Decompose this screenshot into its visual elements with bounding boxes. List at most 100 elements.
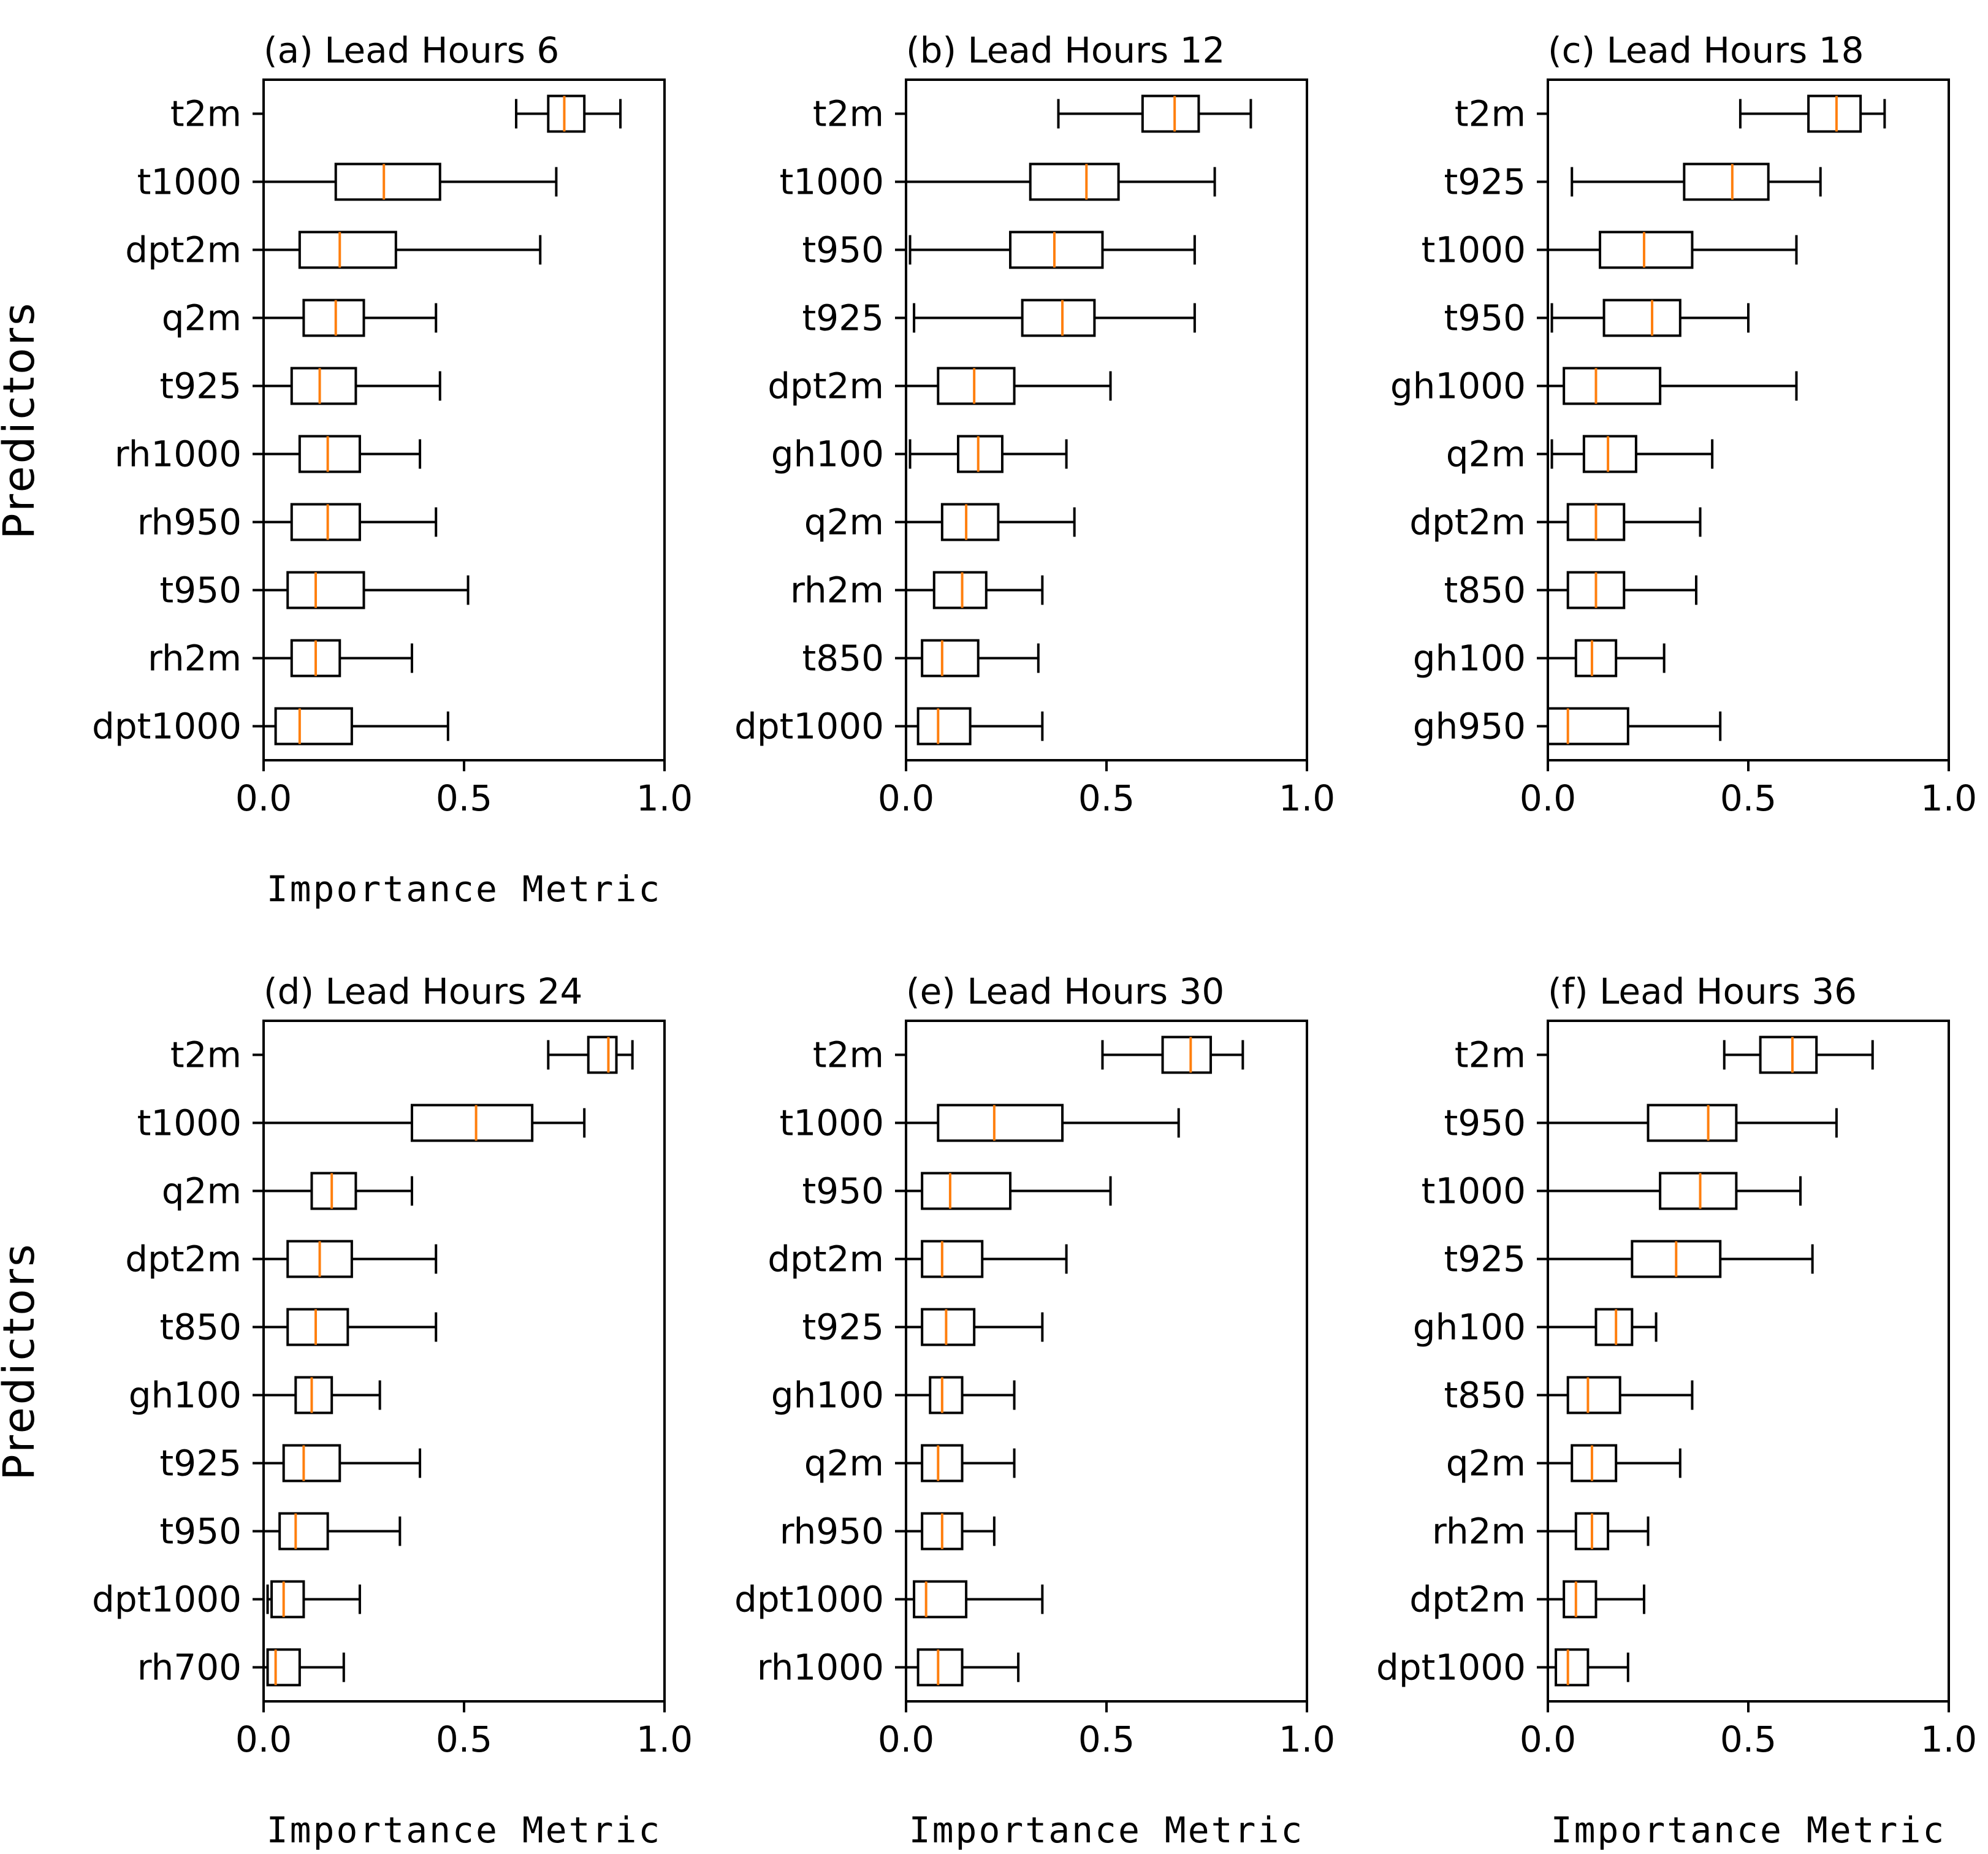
y-tick-label: t1000 <box>1422 1170 1526 1212</box>
y-tick-label: rh2m <box>790 570 884 611</box>
box-dpt2m: dpt2m <box>767 365 1112 407</box>
iqr-box <box>410 1104 534 1142</box>
box-t950: t950 <box>802 1170 1112 1212</box>
box-t950: t950 <box>1444 297 1750 339</box>
y-tick-label: t925 <box>802 1307 884 1348</box>
y-tick-label: gh1000 <box>1390 365 1526 407</box>
iqr-box <box>1563 367 1662 405</box>
y-tick-label: dpt1000 <box>1376 1647 1526 1688</box>
y-tick-label: t950 <box>1444 1102 1526 1144</box>
panel-2: (b) Lead Hours 12 0.0 0.5 1.0 t2m t1000 t950 t9… <box>734 29 1335 819</box>
y-tick-label: t1000 <box>137 1102 242 1144</box>
y-tick-label: gh100 <box>1413 638 1526 679</box>
x-tick-label: 0.0 <box>1520 1719 1576 1760</box>
box-t1000: t1000 <box>780 161 1216 203</box>
y-tick-label: t950 <box>802 1170 884 1212</box>
box-t925: t925 <box>1444 1238 1814 1280</box>
box-t1000: t1000 <box>1422 229 1798 271</box>
x-tick-label: 0.5 <box>1720 1719 1777 1760</box>
iqr-box <box>1599 231 1694 269</box>
box-dpt1000: dpt1000 <box>734 706 1044 747</box>
box-t950: t950 <box>160 570 470 611</box>
panel-title: (f) Lead Hours 36 <box>1548 971 1857 1012</box>
y-tick-label: t2m <box>1455 93 1526 135</box>
box-dpt1000: dpt1000 <box>1376 1647 1629 1688</box>
y-tick-label: gh100 <box>771 433 884 475</box>
box-q2m: q2m <box>162 1170 413 1212</box>
y-tick-label: t925 <box>1444 161 1526 203</box>
x-tick-label: 1.0 <box>636 777 693 819</box>
y-tick-label: t850 <box>802 638 884 679</box>
box-gh950: gh950 <box>1413 706 1722 747</box>
iqr-box <box>921 1308 976 1346</box>
iqr-box <box>1547 707 1629 746</box>
iqr-box <box>1659 1172 1738 1210</box>
iqr-box <box>334 162 441 201</box>
x-tick-label: 0.0 <box>235 777 292 819</box>
box-t2m: t2m <box>1455 93 1886 135</box>
y-tick-label: t950 <box>1444 297 1526 339</box>
iqr-box <box>932 571 988 609</box>
box-t850: t850 <box>1444 570 1697 611</box>
y-tick-label: rh950 <box>780 1511 884 1552</box>
box-gh1000: gh1000 <box>1390 365 1798 407</box>
x-tick-label: 0.0 <box>878 777 934 819</box>
y-tick-label: dpt2m <box>1409 502 1526 543</box>
box-gh100: gh100 <box>771 433 1068 475</box>
box-rh2m: rh2m <box>790 570 1044 611</box>
y-tick-label: dpt1000 <box>734 706 884 747</box>
y-tick-label: dpt1000 <box>92 706 242 747</box>
x-tick-label: 0.0 <box>1520 777 1576 819</box>
x-tick-label: 0.5 <box>1078 777 1135 819</box>
x-tick-label: 1.0 <box>1279 1719 1335 1760</box>
iqr-box <box>1602 299 1681 337</box>
iqr-box <box>286 1308 349 1346</box>
x-tick-label: 0.0 <box>235 1719 292 1760</box>
y-tick-label: t925 <box>160 1443 242 1484</box>
iqr-box <box>302 299 365 337</box>
iqr-box <box>1807 94 1862 133</box>
box-gh100: gh100 <box>1413 638 1666 679</box>
iqr-box <box>587 1036 618 1074</box>
iqr-box <box>274 707 353 746</box>
box-rh1000: rh1000 <box>757 1647 1020 1688</box>
box-t925: t925 <box>160 365 441 407</box>
box-q2m: q2m <box>1446 1443 1681 1484</box>
x-tick-label: 1.0 <box>1921 777 1977 819</box>
iqr-box <box>937 1104 1064 1142</box>
box-q2m: q2m <box>162 297 438 339</box>
iqr-box <box>310 1172 357 1210</box>
iqr-box <box>1759 1036 1818 1074</box>
iqr-box <box>278 1512 329 1551</box>
panel-5: (e) Lead Hours 30 0.0 0.5 1.0 t2m t1000 t950 dp… <box>734 971 1335 1851</box>
box-t950: t950 <box>160 1511 402 1552</box>
x-tick-label: 1.0 <box>1279 777 1335 819</box>
y-tick-label: gh100 <box>129 1375 242 1416</box>
x-axis-label: Importance Metric <box>267 1809 662 1851</box>
box-t2m: t2m <box>170 1034 634 1076</box>
iqr-box <box>1582 435 1637 473</box>
y-tick-label: q2m <box>804 502 884 543</box>
box-t1000: t1000 <box>137 1102 586 1144</box>
box-t925: t925 <box>1444 161 1822 203</box>
iqr-box <box>921 1172 1012 1210</box>
y-tick-label: t1000 <box>1422 229 1526 271</box>
iqr-box <box>957 435 1004 473</box>
iqr-box <box>1141 94 1200 133</box>
iqr-box <box>1009 231 1104 269</box>
y-tick-label: dpt1000 <box>734 1579 884 1620</box>
panel-title: (b) Lead Hours 12 <box>906 29 1225 71</box>
box-t950: t950 <box>1444 1102 1838 1144</box>
iqr-box <box>1021 299 1096 337</box>
box-t850: t850 <box>1444 1375 1694 1416</box>
box-dpt2m: dpt2m <box>1409 1579 1645 1620</box>
box-t925: t925 <box>160 1443 422 1484</box>
y-tick-label: t1000 <box>780 1102 884 1144</box>
y-tick-label: dpt2m <box>125 1238 242 1280</box>
box-dpt2m: dpt2m <box>125 1238 438 1280</box>
box-t2m: t2m <box>1455 1034 1874 1076</box>
box-gh100: gh100 <box>129 1375 381 1416</box>
box-rh700: rh700 <box>137 1647 345 1688</box>
y-tick-label: q2m <box>162 297 242 339</box>
